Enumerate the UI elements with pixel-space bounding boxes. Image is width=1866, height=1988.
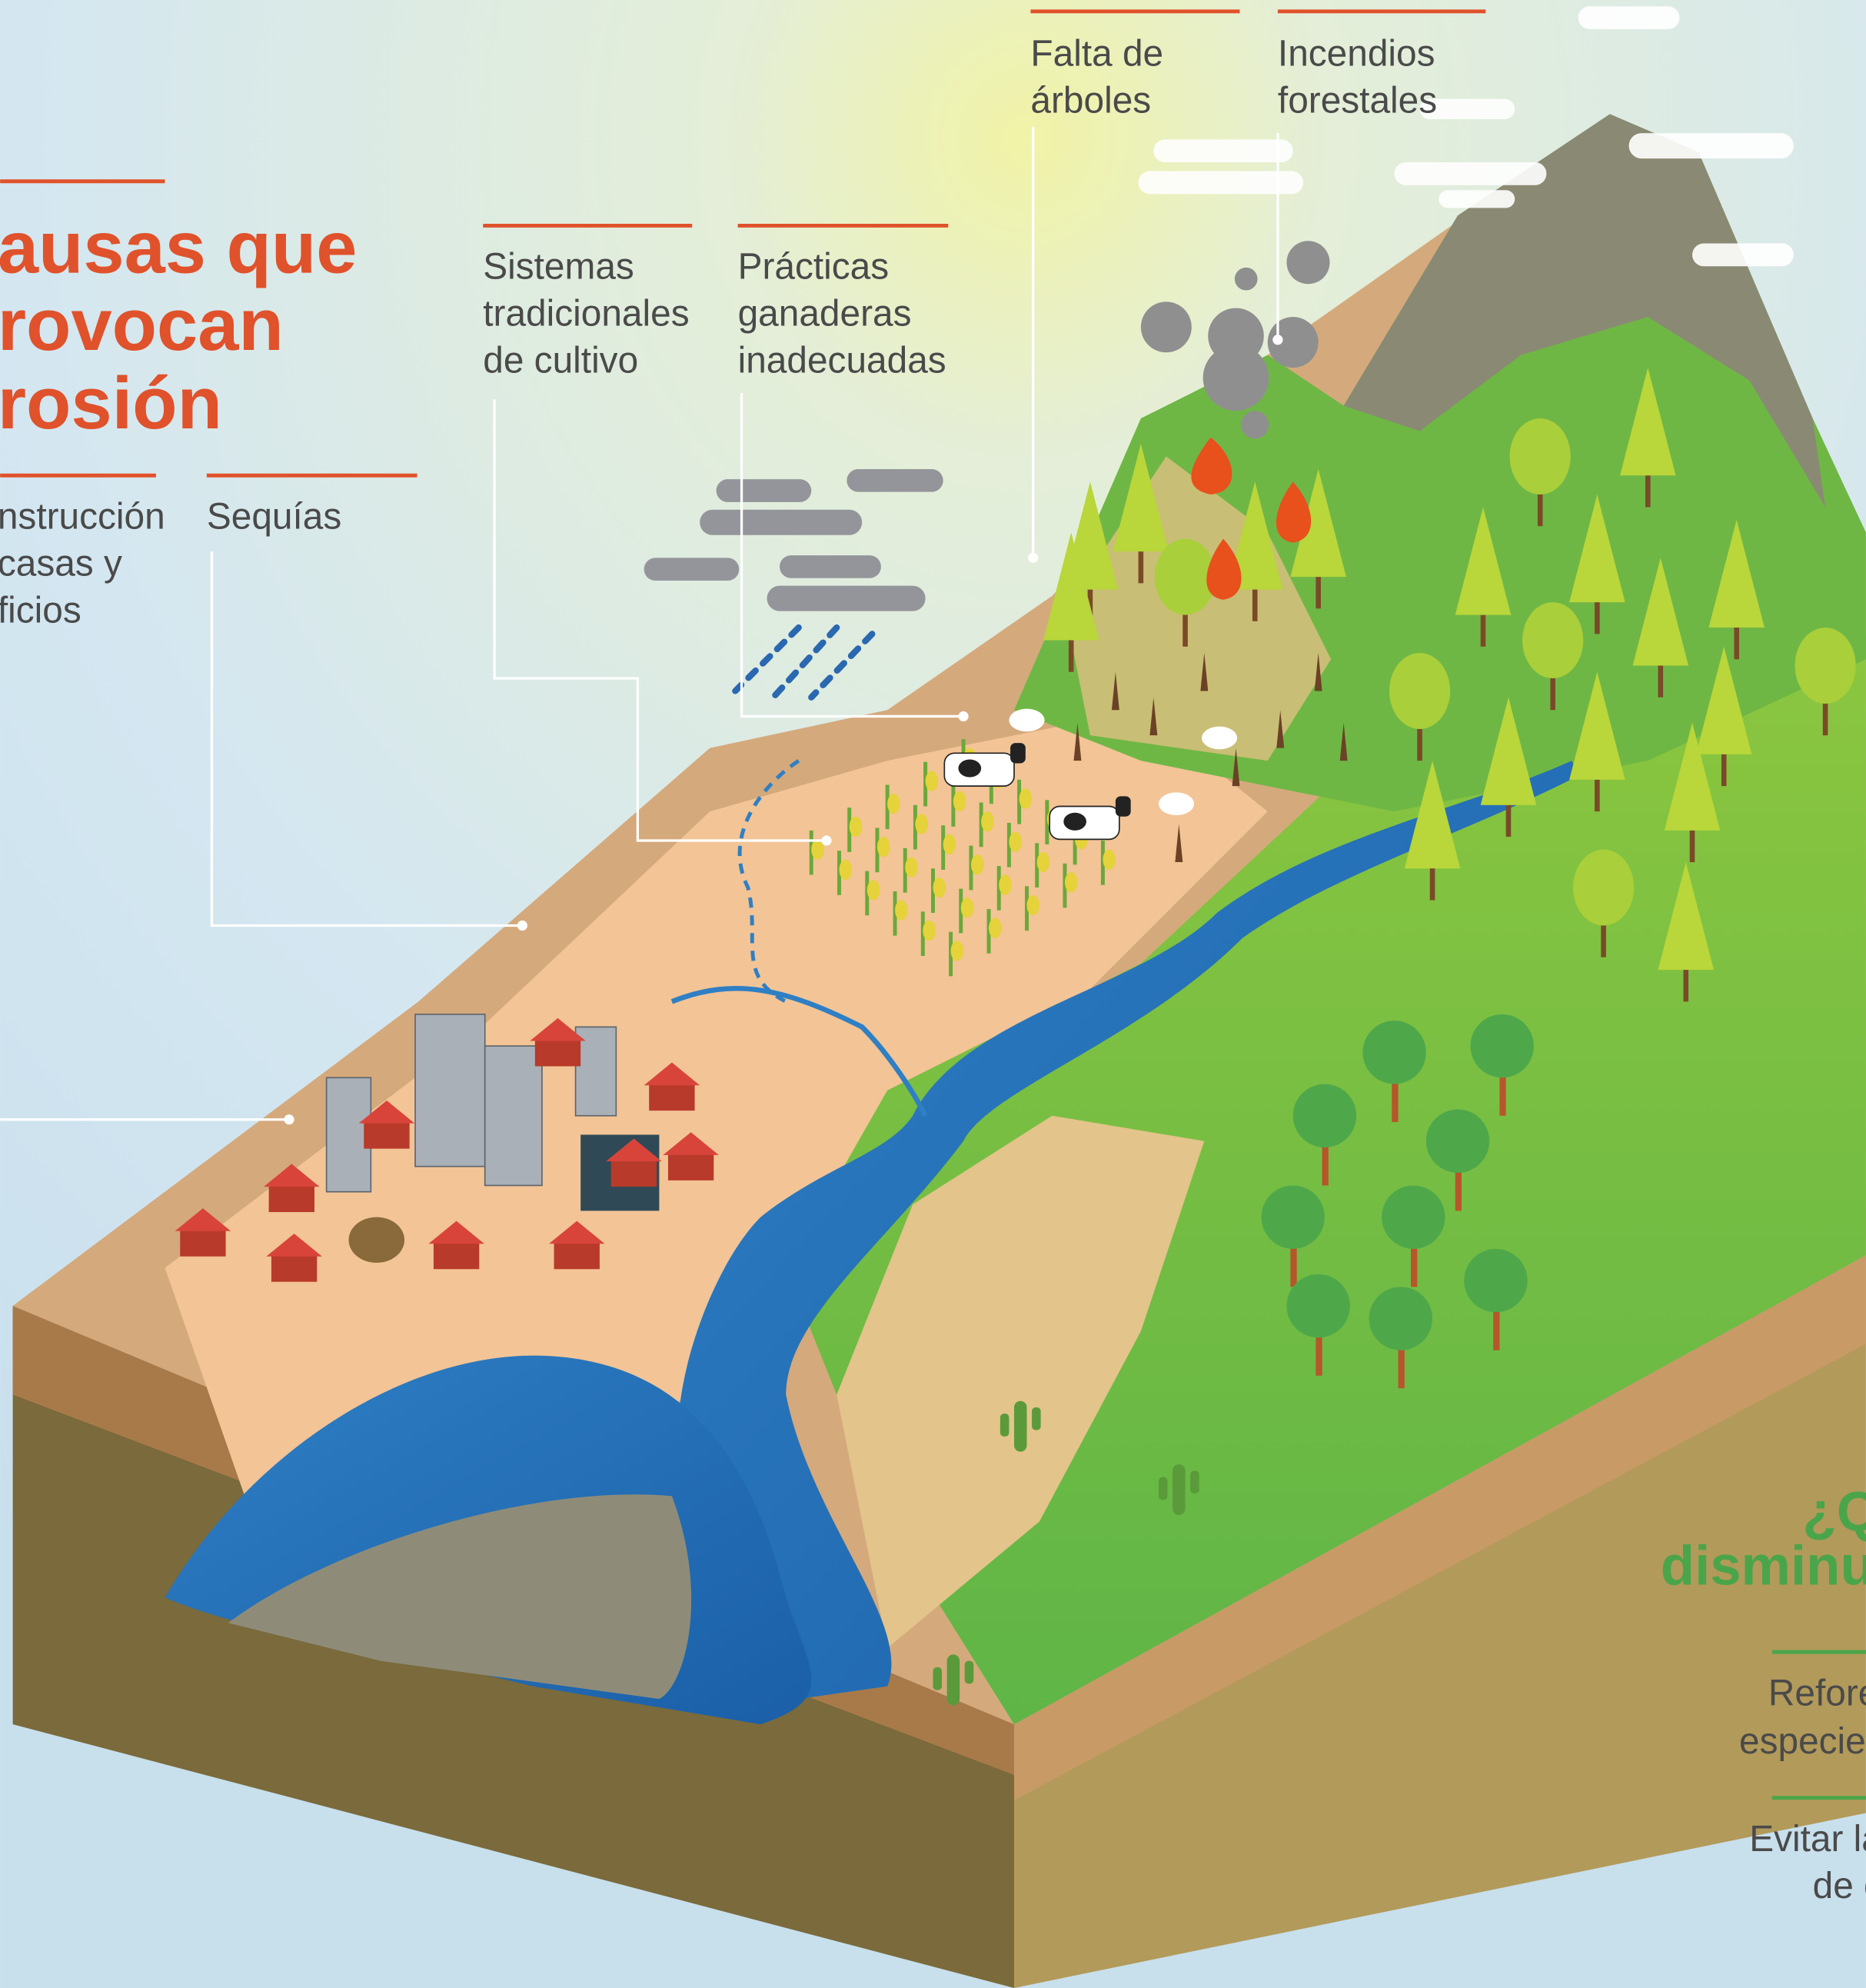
cause-label: Falta de xyxy=(1030,34,1163,75)
house xyxy=(611,1159,657,1187)
tree xyxy=(1471,1014,1534,1077)
cause-label: Sistemas xyxy=(483,247,634,288)
solution-label: de c xyxy=(1813,1866,1866,1906)
tree xyxy=(1362,1021,1425,1084)
cactus-arm xyxy=(933,1667,943,1690)
cactus xyxy=(947,1654,960,1705)
crop-ear xyxy=(961,897,973,917)
cactus-arm xyxy=(1000,1414,1010,1437)
cause-label: forestales xyxy=(1278,81,1437,122)
house xyxy=(271,1254,317,1281)
cause-label: casas y xyxy=(0,543,122,584)
tree xyxy=(1426,1110,1489,1173)
cactus xyxy=(1172,1464,1185,1515)
title: ausas que xyxy=(0,206,357,288)
crop-ear xyxy=(1026,895,1039,915)
building xyxy=(485,1046,542,1185)
crop-ear xyxy=(915,814,927,834)
sheep xyxy=(1009,709,1044,732)
crop-ear xyxy=(905,857,917,877)
title: rovocan xyxy=(0,284,284,366)
house xyxy=(364,1121,409,1148)
cow-head xyxy=(1010,743,1026,763)
house xyxy=(535,1038,580,1066)
crop-ear xyxy=(1037,852,1049,872)
crop-ear xyxy=(887,794,900,814)
cactus-arm xyxy=(965,1661,974,1684)
crop-ear xyxy=(943,834,956,854)
solutions-title: disminuir xyxy=(1661,1535,1866,1597)
cause-label: Prácticas xyxy=(738,247,890,288)
cause-label: Incendios xyxy=(1278,34,1435,75)
tree xyxy=(1293,1084,1356,1147)
building xyxy=(415,1014,485,1167)
cause-label: tradicionales xyxy=(483,294,689,335)
cause-label: ganaderas xyxy=(738,294,912,335)
cactus-arm xyxy=(1190,1470,1199,1493)
cow-spot xyxy=(958,760,981,778)
tree xyxy=(1522,602,1583,678)
crop-ear xyxy=(895,901,907,921)
cause-label: nstrucción xyxy=(0,496,165,537)
solution-label: Evitar la xyxy=(1749,1819,1866,1860)
crop-ear xyxy=(867,880,880,900)
tree xyxy=(1510,418,1571,495)
tree xyxy=(1286,1274,1349,1337)
title: rosión xyxy=(0,362,222,445)
crop-ear xyxy=(981,811,993,831)
crop-ear xyxy=(933,877,946,897)
tree xyxy=(1464,1249,1527,1312)
sheep xyxy=(1202,727,1237,750)
crop-ear xyxy=(1103,850,1115,870)
cause-label: inadecuadas xyxy=(738,341,946,381)
cause-label: ficios xyxy=(0,590,81,631)
tree xyxy=(1261,1185,1324,1248)
crop-ear xyxy=(850,817,862,837)
tree xyxy=(1795,628,1856,704)
crop-ear xyxy=(877,837,890,857)
cause-label: árboles xyxy=(1030,81,1151,122)
cause-label: de cultivo xyxy=(483,341,638,381)
tree xyxy=(1573,850,1634,926)
cause-label: Sequías xyxy=(207,496,341,537)
crop-ear xyxy=(1009,831,1021,851)
crop-ear xyxy=(989,918,1001,938)
arena xyxy=(348,1217,404,1263)
crop-ear xyxy=(999,875,1011,895)
cow-spot xyxy=(1063,813,1086,831)
cactus-arm xyxy=(1159,1477,1168,1500)
house xyxy=(668,1153,713,1180)
crop-ear xyxy=(1065,872,1077,892)
house xyxy=(554,1241,600,1269)
crop-ear xyxy=(1019,788,1032,808)
infographic: Falta de árboles Incendios forestales au… xyxy=(0,0,1866,1988)
tree xyxy=(1369,1287,1432,1350)
crop-ear xyxy=(951,941,963,961)
tree xyxy=(1155,539,1216,615)
solution-label: especies xyxy=(1739,1721,1866,1762)
crop-ear xyxy=(840,860,852,880)
tree xyxy=(1389,653,1450,729)
cactus-arm xyxy=(1032,1407,1041,1430)
sheep xyxy=(1159,792,1194,815)
page: {"top_causes": [ {"lines": ["Falta de", … xyxy=(0,0,1866,1988)
crop-ear xyxy=(971,854,983,874)
solutions-title: ¿Qu xyxy=(1802,1480,1866,1543)
cactus xyxy=(1014,1401,1026,1452)
house xyxy=(649,1083,694,1111)
house xyxy=(434,1241,479,1269)
crop-ear xyxy=(923,921,935,941)
crop-ear xyxy=(953,791,966,811)
tree xyxy=(1382,1185,1445,1248)
cow-head xyxy=(1116,796,1131,816)
house xyxy=(269,1184,314,1212)
crop-ear xyxy=(926,771,938,791)
house xyxy=(180,1228,225,1256)
